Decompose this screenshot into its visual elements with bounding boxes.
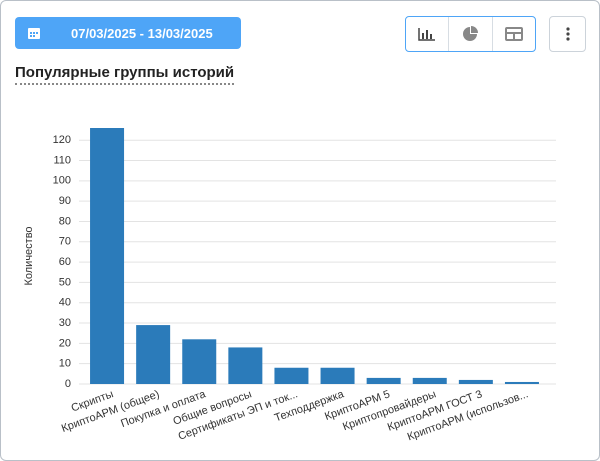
- bar: [182, 339, 217, 384]
- bar: [412, 377, 447, 384]
- bar: [366, 377, 401, 384]
- bar: [320, 367, 355, 384]
- y-tick-label: 120: [53, 134, 71, 146]
- bar: [458, 379, 493, 384]
- table-view-button[interactable]: [493, 17, 535, 51]
- y-tick-label: 20: [59, 337, 71, 349]
- widget-title: Популярные группы историй: [15, 64, 235, 85]
- y-tick-label: 50: [59, 276, 71, 288]
- y-tick-label: 70: [59, 236, 71, 248]
- y-tick-label: 110: [53, 154, 71, 166]
- view-switcher: [405, 16, 536, 52]
- bar-view-button[interactable]: [406, 17, 450, 51]
- y-tick-label: 0: [65, 378, 71, 390]
- y-tick-label: 80: [59, 215, 71, 227]
- y-tick-label: 30: [59, 317, 71, 329]
- date-range-text: 07/03/2025 - 13/03/2025: [71, 26, 213, 41]
- more-button[interactable]: [549, 16, 586, 52]
- date-range-button[interactable]: 07/03/2025 - 13/03/2025: [15, 17, 241, 49]
- bar: [228, 347, 263, 384]
- y-tick-label: 40: [59, 297, 71, 309]
- y-tick-label: 100: [53, 175, 71, 187]
- bar: [504, 381, 539, 384]
- bar: [90, 128, 125, 384]
- y-tick-label: 60: [59, 256, 71, 268]
- y-tick-label: 10: [59, 358, 71, 370]
- bar: [274, 367, 309, 384]
- bar: [136, 325, 171, 384]
- y-axis-label: Количество: [23, 226, 35, 285]
- pie-view-button[interactable]: [449, 17, 493, 51]
- calendar-icon: [28, 28, 40, 39]
- y-tick-label: 90: [59, 195, 71, 207]
